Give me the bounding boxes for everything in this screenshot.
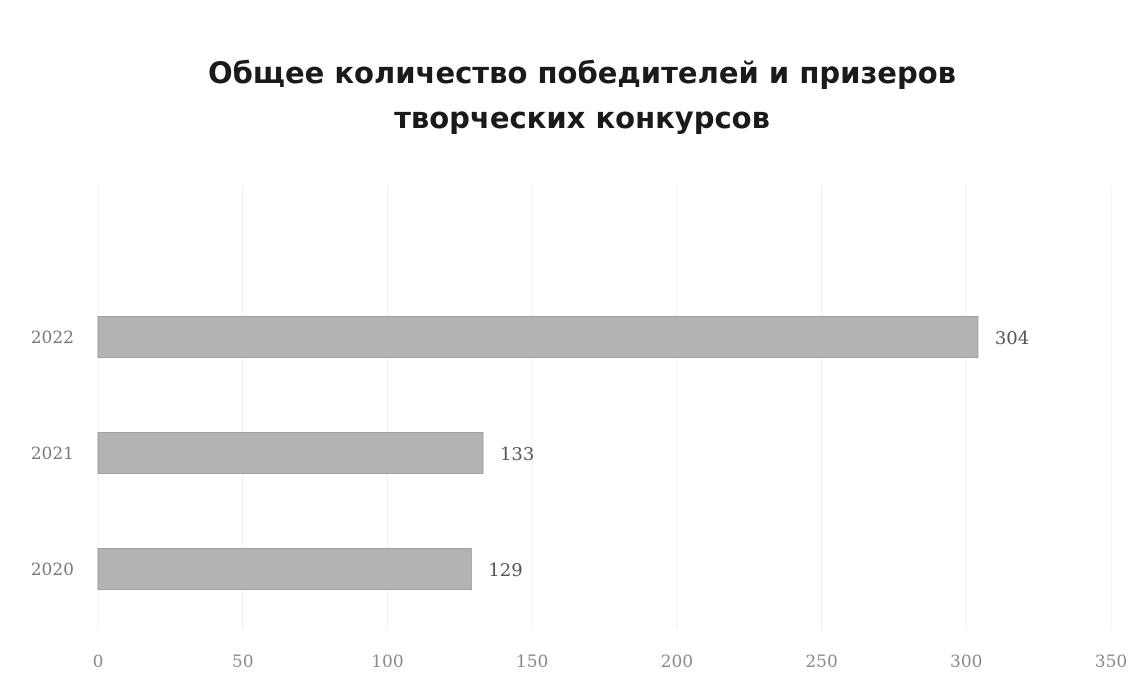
category-axis: 2022 2021 2020 xyxy=(31,328,74,580)
x-tick-label-150: 150 xyxy=(516,652,548,672)
x-tick-label-100: 100 xyxy=(371,652,403,672)
data-label-2020: 129 xyxy=(488,560,522,581)
x-tick-label-200: 200 xyxy=(661,652,693,672)
chart-title-line-2: творческих конкурсов xyxy=(394,101,770,135)
x-tick-label-0: 0 xyxy=(93,652,104,672)
x-tick-label-250: 250 xyxy=(805,652,837,672)
x-tick-label-350: 350 xyxy=(1095,652,1127,672)
bar-2022 xyxy=(97,316,979,358)
category-label-2020: 2020 xyxy=(31,560,74,580)
category-label-2021: 2021 xyxy=(31,444,74,464)
bar-2021 xyxy=(97,432,484,474)
x-tick-label-300: 300 xyxy=(950,652,982,672)
data-label-2021: 133 xyxy=(500,444,534,465)
data-label-2022: 304 xyxy=(995,328,1029,349)
value-axis: 0 50 100 150 200 250 300 350 xyxy=(93,652,1128,672)
data-labels: 304 133 129 xyxy=(488,328,1029,581)
x-tick-label-50: 50 xyxy=(232,652,254,672)
chart-title: Общее количество победителей и призеров … xyxy=(208,56,956,135)
bars xyxy=(97,316,979,590)
chart-title-line-1: Общее количество победителей и призеров xyxy=(208,56,956,90)
gridlines xyxy=(97,185,1112,630)
category-label-2022: 2022 xyxy=(31,328,74,348)
bar-2020 xyxy=(97,548,472,590)
